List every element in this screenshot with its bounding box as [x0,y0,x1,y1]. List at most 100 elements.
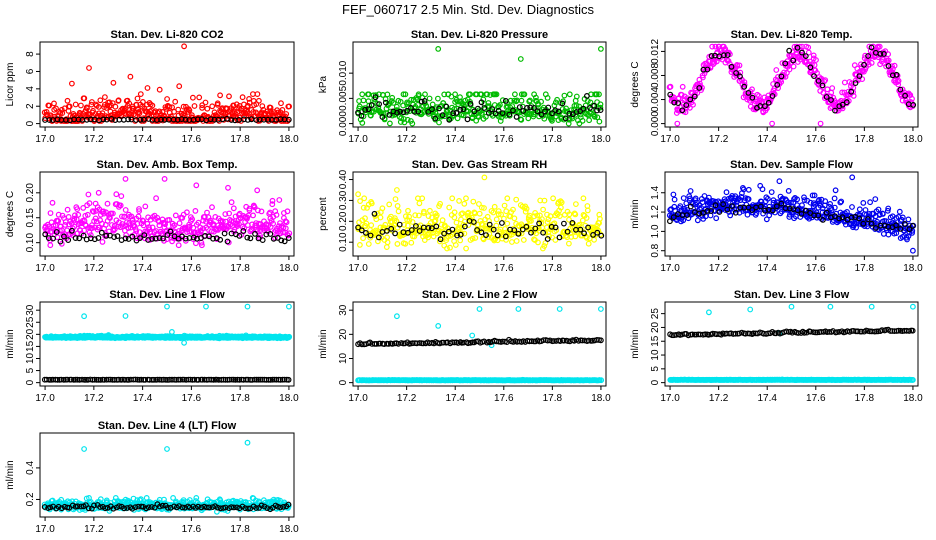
data-point [122,207,129,213]
y-axis-label: ml/min [5,329,16,358]
data-point [211,116,218,123]
data-point [414,101,421,108]
outlier-point [122,175,129,182]
data-point [153,195,160,202]
data-point [136,208,143,215]
panel-title: Stan. Dev. Li-820 Temp. [731,29,853,41]
data-point [531,104,537,111]
data-point [359,91,366,98]
data-point [736,62,743,69]
data-point [773,203,780,210]
data-point [534,108,541,115]
data-point [552,237,559,243]
data-point [408,104,414,111]
data-point [254,207,261,214]
data-point [909,95,915,102]
x-tick-label: 18.0 [903,263,923,274]
outlier-point [435,46,442,52]
data-point [467,339,474,346]
x-tick-label: 17.0 [660,393,680,404]
data-point [585,224,591,231]
data-point [217,92,224,99]
y-axis-label: ml/min [630,199,641,228]
outlier-point [910,303,916,310]
x-tick-label: 17.4 [757,393,777,404]
data-point [425,234,432,241]
outlier-point [788,303,795,310]
y-tick-label: 25 [650,308,661,320]
data-point [807,64,814,71]
data-point [101,94,108,100]
data-point [239,94,246,101]
data-point [74,206,81,213]
x-tick-label: 17.6 [182,263,202,274]
data-point [103,113,109,119]
outlier-point [910,247,916,254]
data-point [861,61,867,68]
data-point [178,116,185,122]
data-point [478,204,485,211]
data-point [259,103,266,109]
data-point [712,202,719,209]
data-point [467,100,474,107]
data-point [451,209,458,216]
data-point [395,208,402,215]
data-point [816,196,822,203]
data-point [85,191,92,198]
data-point [156,222,163,229]
data-point [394,240,401,247]
data-point [687,203,694,210]
series-line [42,227,292,245]
outlier-point [164,303,170,310]
data-point [386,111,393,118]
data-point [122,235,129,242]
data-point [47,210,54,217]
data-point [519,226,526,233]
x-tick-label: 17.8 [543,263,563,274]
data-point [499,110,506,116]
data-point [535,101,541,108]
data-point [77,227,84,234]
x-tick-label: 17.8 [855,263,875,274]
data-point [182,235,189,242]
data-point [894,78,901,85]
data-point [362,106,369,113]
data-point [413,223,419,229]
plot-frame [664,41,919,128]
data-point [463,245,470,252]
data-point [535,239,541,246]
data-point [398,115,405,122]
x-tick-label: 17.4 [757,263,777,274]
y-tick-label: 20 [25,328,36,340]
data-point [125,116,132,123]
data-point [498,211,505,218]
data-point [523,223,530,230]
data-point [850,92,857,99]
data-point [590,231,596,238]
data-point [549,117,555,124]
series-main [355,174,604,252]
data-point [839,101,846,108]
outlier-point [161,175,168,182]
data-point [388,225,395,232]
outlier-point [203,303,209,310]
data-point [42,231,49,238]
data-point [449,339,456,346]
data-point [415,91,422,98]
data-point [811,192,818,199]
data-point [139,98,146,105]
data-point [880,211,886,217]
x-tick-label: 17.6 [806,393,826,404]
data-point [183,209,190,216]
data-point [123,232,129,239]
data-point [791,196,797,203]
data-point [283,219,290,226]
data-point [745,89,752,96]
data-point [734,196,741,203]
data-point [822,198,829,205]
x-tick-label: 18.0 [279,393,299,404]
data-point [355,224,362,231]
y-tick-label: 10 [650,349,661,361]
outlier-point [286,303,292,310]
data-point [538,111,545,118]
